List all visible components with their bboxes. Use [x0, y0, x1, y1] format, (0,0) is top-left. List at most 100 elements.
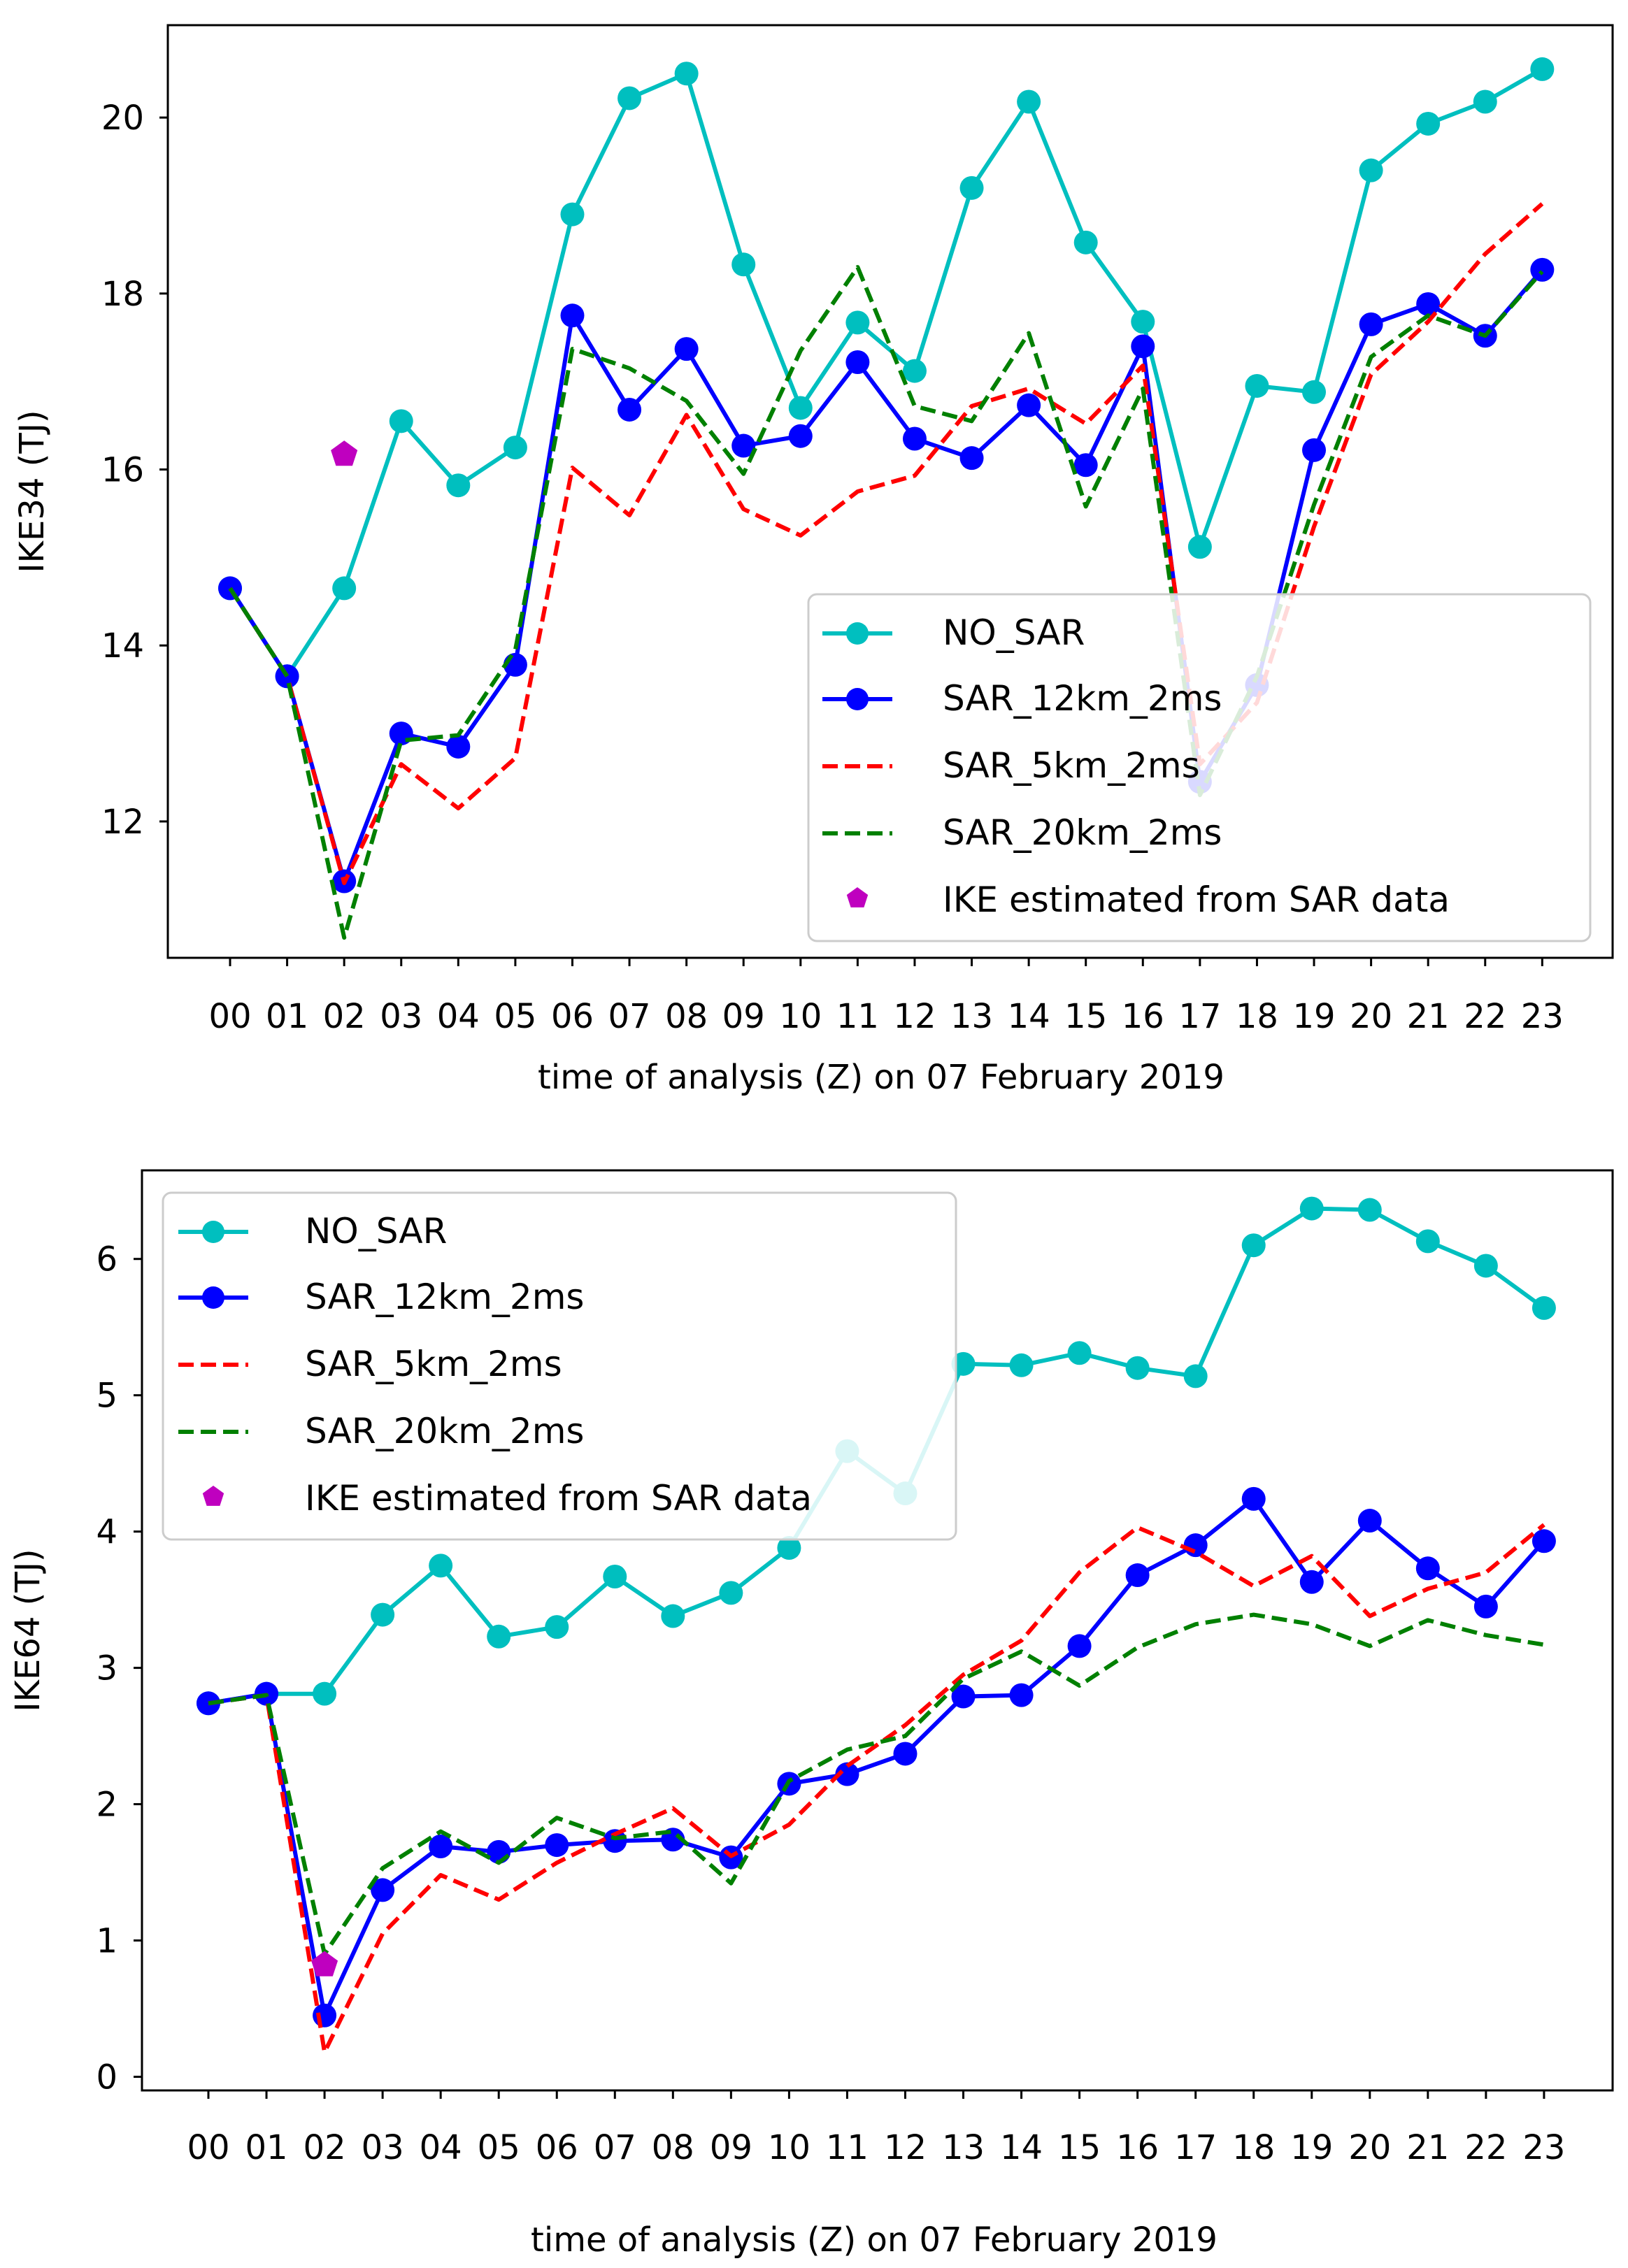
ike64-x-tick-label: 00 [187, 2128, 229, 2167]
ike64-y-axis-label: IKE64 (TJ) [8, 1549, 48, 1711]
ike34-point-sar-12km-2ms [1131, 334, 1155, 359]
ike64-point-sar-12km-2ms [1531, 1529, 1556, 1553]
ike64-legend-box [162, 1191, 957, 1541]
ike34-point-sar-12km-2ms [902, 426, 927, 451]
ike34-point-no-sar [560, 202, 585, 227]
ike64-point-sar-12km-2ms [1357, 1509, 1382, 1533]
ike34-x-tick-label: 17 [1178, 997, 1221, 1036]
ike34-point-sar-12km-2ms [1359, 312, 1383, 336]
ike34-point-no-sar [1245, 373, 1269, 398]
ike64-legend-marker-no-sar [202, 1221, 224, 1243]
ike34-legend-label-no-sar: NO_SAR [943, 612, 1085, 653]
ike34-x-tick-label: 02 [323, 997, 366, 1036]
ike34-x-tick-label: 21 [1407, 997, 1450, 1036]
ike34-point-sar-12km-2ms [1017, 393, 1041, 417]
ike64-y-tick-label: 1 [96, 1922, 117, 1961]
ike64-legend-marker-sar-estimate [202, 1486, 224, 1506]
ike34-point-no-sar [1359, 158, 1383, 182]
ike64-x-tick-label: 20 [1348, 2128, 1391, 2167]
ike64-y-tick-label: 6 [96, 1240, 117, 1279]
ike64-x-tick-label: 14 [1000, 2128, 1043, 2167]
ike64-point-sar-12km-2ms [1241, 1486, 1266, 1511]
ike34-x-tick-label: 04 [437, 997, 480, 1036]
ike64-x-tick-label: 10 [768, 2128, 811, 2167]
ike64-point-sar-12km-2ms [951, 1684, 976, 1709]
ike64-point-no-sar [313, 1681, 337, 1706]
ike64-point-no-sar [1415, 1229, 1440, 1254]
ike64-point-sar-12km-2ms [1415, 1556, 1440, 1581]
ike64-point-sar-12km-2ms [1183, 1533, 1208, 1558]
ike34-point-no-sar [389, 409, 413, 433]
ike34-x-tick-label: 20 [1350, 997, 1392, 1036]
ike34-point-no-sar [1017, 89, 1041, 114]
ike34-series-sar-20km-2ms [228, 265, 1544, 940]
ike34-x-tick-label: 12 [893, 997, 936, 1036]
ike34-x-tick-label: 03 [380, 997, 422, 1036]
ike64-y-tick-label: 2 [96, 1786, 117, 1825]
ike34-x-tick-label: 18 [1236, 997, 1278, 1036]
ike34-legend-marker-sar-estimate [846, 887, 869, 907]
ike64-point-sar-12km-2ms [545, 1833, 569, 1858]
ike64-point-no-sar [1299, 1196, 1324, 1221]
ike64-point-sar-12km-2ms [1125, 1563, 1150, 1588]
ike64-point-sar-12km-2ms [893, 1742, 917, 1766]
ike34-x-tick-label: 13 [950, 997, 993, 1036]
ike34-y-axis: 12 14 16 18 20 [101, 99, 168, 842]
ike34-point-no-sar [788, 396, 813, 420]
ike64-point-sar-12km-2ms [1009, 1683, 1034, 1707]
ike64-x-tick-label: 11 [826, 2128, 869, 2167]
ike34-point-no-sar [1530, 57, 1555, 81]
ike34-legend-entry-sar-estimate: IKE estimated from SAR data [846, 880, 1450, 920]
ike64-x-tick-label: 03 [362, 2128, 404, 2167]
ike34-x-tick-label: 10 [779, 997, 822, 1036]
ike64-y-tick-label: 4 [96, 1513, 117, 1552]
ike34-series-no-sar [218, 57, 1555, 689]
ike34-legend: NO_SAR SAR_12km_2ms SAR_5km_2ms SAR_20km… [807, 593, 1592, 942]
ike64-x-tick-label: 17 [1174, 2128, 1217, 2167]
ike64-x-tick-label: 04 [420, 2128, 462, 2167]
ike34-point-no-sar [332, 576, 357, 601]
ike34-y-tick-label: 14 [101, 626, 144, 666]
ike64-point-no-sar [429, 1553, 453, 1578]
ike64-legend: NO_SAR SAR_12km_2ms SAR_5km_2ms SAR_20km… [162, 1191, 957, 1541]
ike64-point-sar-12km-2ms [197, 1691, 220, 1716]
ike34-x-tick-label: 19 [1292, 997, 1335, 1036]
ike64-x-tick-label: 16 [1116, 2128, 1159, 2167]
ike64-legend-entry-sar-estimate: IKE estimated from SAR data [202, 1478, 812, 1519]
ike34-line-sar-5km-2ms [228, 202, 1544, 885]
ike64-legend-entry-sar-5km: SAR_5km_2ms [178, 1344, 562, 1384]
ike34-point-no-sar [617, 86, 642, 110]
ike64-x-tick-label: 01 [245, 2128, 288, 2167]
ike34-point-no-sar [1187, 535, 1212, 559]
ike34-point-no-sar [1473, 89, 1497, 114]
ike34-legend-label-sar-5km: SAR_5km_2ms [943, 745, 1200, 786]
ike34-point-sar-12km-2ms [560, 303, 585, 328]
ike64-point-sar-12km-2ms [371, 1878, 395, 1902]
ike64-point-no-sar [371, 1602, 395, 1627]
ike64-point-no-sar [1473, 1254, 1498, 1278]
ike64-y-tick-label: 3 [96, 1649, 117, 1688]
ike64-point-no-sar [1531, 1296, 1556, 1320]
ike34-series-group [218, 57, 1555, 940]
ike64-y-axis: 0 1 2 3 4 5 6 [96, 1240, 142, 2097]
ike34-point-sar-12km-2ms [617, 397, 642, 422]
ike64-x-tick-label: 13 [942, 2128, 985, 2167]
ike64-x-tick-label: 12 [884, 2128, 927, 2167]
ike64-point-no-sar [661, 1604, 685, 1628]
ike34-x-tick-label: 09 [722, 997, 765, 1036]
ike34-y-tick-label: 20 [101, 99, 144, 138]
ike34-legend-entry-sar-20km: SAR_20km_2ms [822, 812, 1222, 853]
ike34-point-no-sar [902, 359, 927, 383]
ike34-x-tick-label: 15 [1064, 997, 1107, 1036]
ike64-legend-label-sar-12km: SAR_12km_2ms [305, 1277, 584, 1317]
ike34-point-sar-12km-2ms [674, 337, 699, 361]
ike34-x-tick-label: 14 [1008, 997, 1050, 1036]
ike64-point-no-sar [719, 1581, 743, 1605]
ike64-point-sar-12km-2ms [429, 1835, 453, 1859]
ike34-legend-entry-sar-12km: SAR_12km_2ms [822, 678, 1222, 719]
ike64-point-sar-12km-2ms [313, 2003, 337, 2027]
ike34-y-axis-label: IKE34 (TJ) [13, 410, 52, 573]
ike34-point-sar-12km-2ms [1416, 292, 1441, 316]
ike64-x-tick-label: 19 [1290, 2128, 1333, 2167]
ike64-point-no-sar [1241, 1233, 1266, 1258]
